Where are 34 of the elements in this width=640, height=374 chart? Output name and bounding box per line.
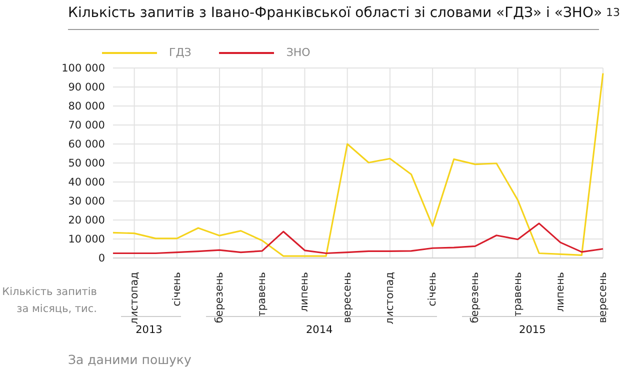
- text: 2014: [305, 324, 334, 336]
- x-tick-label: січень: [426, 272, 439, 306]
- y-tick-label: 30 000: [68, 196, 105, 208]
- x-tick-label: липень: [298, 272, 311, 312]
- y-tick-label: 100 000: [62, 62, 105, 75]
- legend-label: ГДЗ: [169, 46, 192, 59]
- text: 2013: [134, 324, 164, 336]
- text: 2015: [518, 324, 547, 336]
- y-tick-label: 60 000: [68, 138, 105, 151]
- x-tick-label: вересень: [341, 272, 354, 324]
- x-tick-label: травень: [512, 272, 524, 317]
- x-tick-label: березень: [469, 272, 482, 324]
- y-tick-label: 90 000: [68, 82, 105, 94]
- x-tick-label: листопад: [128, 272, 140, 324]
- chart-title: Кількість запитів з Івано-Франківської області зі словами «ГДЗ» і «ЗНО»: [68, 5, 602, 21]
- y-tick-label: 40 000: [68, 176, 105, 189]
- x-tick-label: листопад: [384, 272, 396, 324]
- y-tick-label: 0: [98, 252, 105, 265]
- line-series: [112, 72, 604, 257]
- y-axis-title: Кількість запитів за місяць, тис.: [1, 285, 97, 317]
- text: За даними пошуку: [68, 352, 192, 367]
- legend-label: ЗНО: [286, 46, 310, 59]
- x-tick-label: березень: [214, 272, 226, 324]
- y-tick-label: 20 000: [68, 214, 105, 227]
- y-tick-label: 10 000: [68, 234, 105, 246]
- line-series: [112, 222, 604, 254]
- x-tick-label: травень: [256, 272, 268, 317]
- x-tick-label: вересень: [597, 272, 609, 324]
- text: 13: [606, 6, 620, 19]
- x-tick-label: січень: [170, 272, 183, 306]
- y-tick-label: 50 000: [68, 158, 105, 170]
- x-tick-label: липень: [554, 272, 566, 312]
- y-tick-label: 80 000: [68, 100, 105, 113]
- y-tick-label: 70 000: [68, 120, 105, 132]
